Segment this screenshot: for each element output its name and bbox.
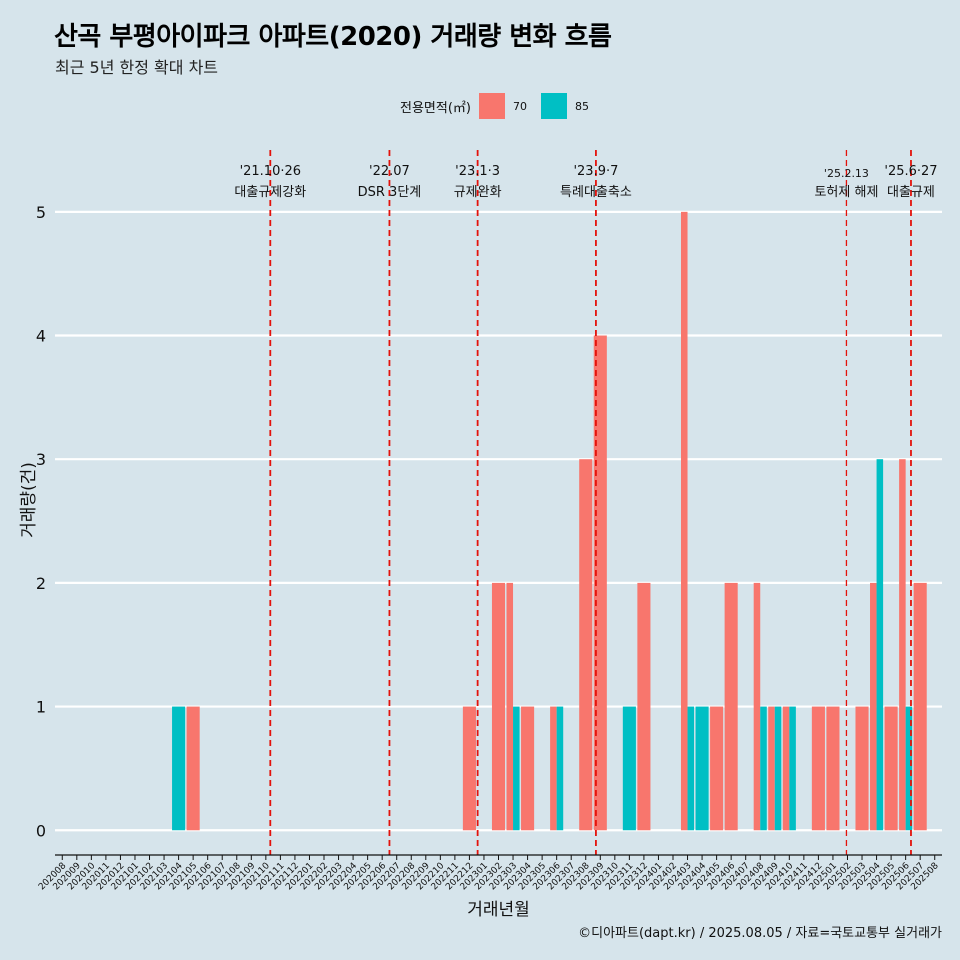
bar-70-202212 — [462, 706, 476, 831]
event-name-label: 대출규제 — [887, 185, 935, 200]
bar-70-202405 — [710, 706, 724, 831]
event-date-label: '25.2.13 — [824, 167, 869, 180]
bar-70-202506 — [899, 459, 906, 831]
bar-70-202403 — [680, 211, 688, 831]
bar-70-202410 — [782, 706, 790, 831]
event-name-label: 특례대출축소 — [560, 185, 632, 200]
bar-70-202306 — [550, 706, 557, 831]
event-name-label: 토허제 해제 — [814, 185, 878, 200]
bar-85-202104 — [172, 706, 186, 831]
bar-85-202303 — [513, 706, 520, 831]
bar-70-202409 — [768, 706, 775, 831]
y-tick-label: 3 — [36, 450, 46, 469]
bar-70-202504 — [870, 582, 877, 831]
bar-85-202403 — [687, 706, 695, 831]
bar-85-202504 — [876, 459, 884, 831]
bar-85-202306 — [556, 706, 564, 831]
bar-85-202410 — [789, 706, 796, 831]
bar-85-202408 — [760, 706, 767, 831]
event-date-label: '23.1·3 — [455, 164, 500, 179]
event-name-label: 대출규제강화 — [234, 185, 306, 200]
legend-label-85: 85 — [574, 99, 589, 113]
event-date-label: '23.9·7 — [573, 164, 618, 179]
event-date-label: '25.6·27 — [884, 164, 937, 179]
y-tick-label: 5 — [36, 203, 46, 222]
source-caption: ©디아파트(dapt.kr) / 2025.08.05 / 자료=국토교통부 실… — [578, 926, 942, 941]
bar-70-202312 — [637, 582, 651, 831]
legend-title: 전용면적(㎡) — [400, 100, 471, 116]
bar-85-202311 — [622, 706, 636, 831]
bar-85-202404 — [695, 706, 709, 831]
bar-70-202412 — [811, 706, 825, 831]
legend-swatch-85 — [540, 93, 567, 119]
bar-85-202409 — [774, 706, 782, 831]
event-name-label: 규제완화 — [454, 185, 502, 200]
chart-title: 산곡 부평아이파크 아파트(2020) 거래량 변화 흐름 — [54, 22, 612, 52]
bar-70-202507 — [913, 582, 927, 831]
x-axis-title: 거래년월 — [467, 900, 530, 920]
bar-85-202506 — [905, 706, 913, 831]
y-tick-label: 1 — [36, 698, 46, 717]
bar-70-202309 — [593, 335, 607, 831]
bar-70-202105 — [186, 706, 200, 831]
y-tick-label: 4 — [36, 327, 46, 346]
legend-swatch-70 — [478, 93, 505, 119]
event-date-label: '21.10·26 — [240, 164, 301, 179]
bar-70-202304 — [521, 706, 535, 831]
y-axis-title: 거래량(건) — [19, 462, 39, 538]
bar-70-202503 — [855, 706, 869, 831]
event-name-label: DSR 3단계 — [358, 185, 422, 200]
bar-70-202505 — [884, 706, 898, 831]
chart-subtitle: 최근 5년 한정 확대 차트 — [55, 58, 219, 77]
legend-label-70: 70 — [512, 99, 527, 113]
y-tick-label: 2 — [36, 574, 46, 593]
bar-70-202302 — [491, 582, 506, 831]
event-date-label: '22.07 — [369, 164, 410, 179]
bar-70-202303 — [506, 582, 514, 831]
legend: 전용면적(㎡) 70 85 — [400, 93, 603, 119]
bar-70-202408 — [753, 582, 761, 831]
bar-70-202501 — [826, 706, 840, 831]
bar-70-202406 — [724, 582, 738, 831]
y-tick-label: 0 — [36, 821, 46, 840]
bar-70-202308 — [579, 459, 593, 831]
